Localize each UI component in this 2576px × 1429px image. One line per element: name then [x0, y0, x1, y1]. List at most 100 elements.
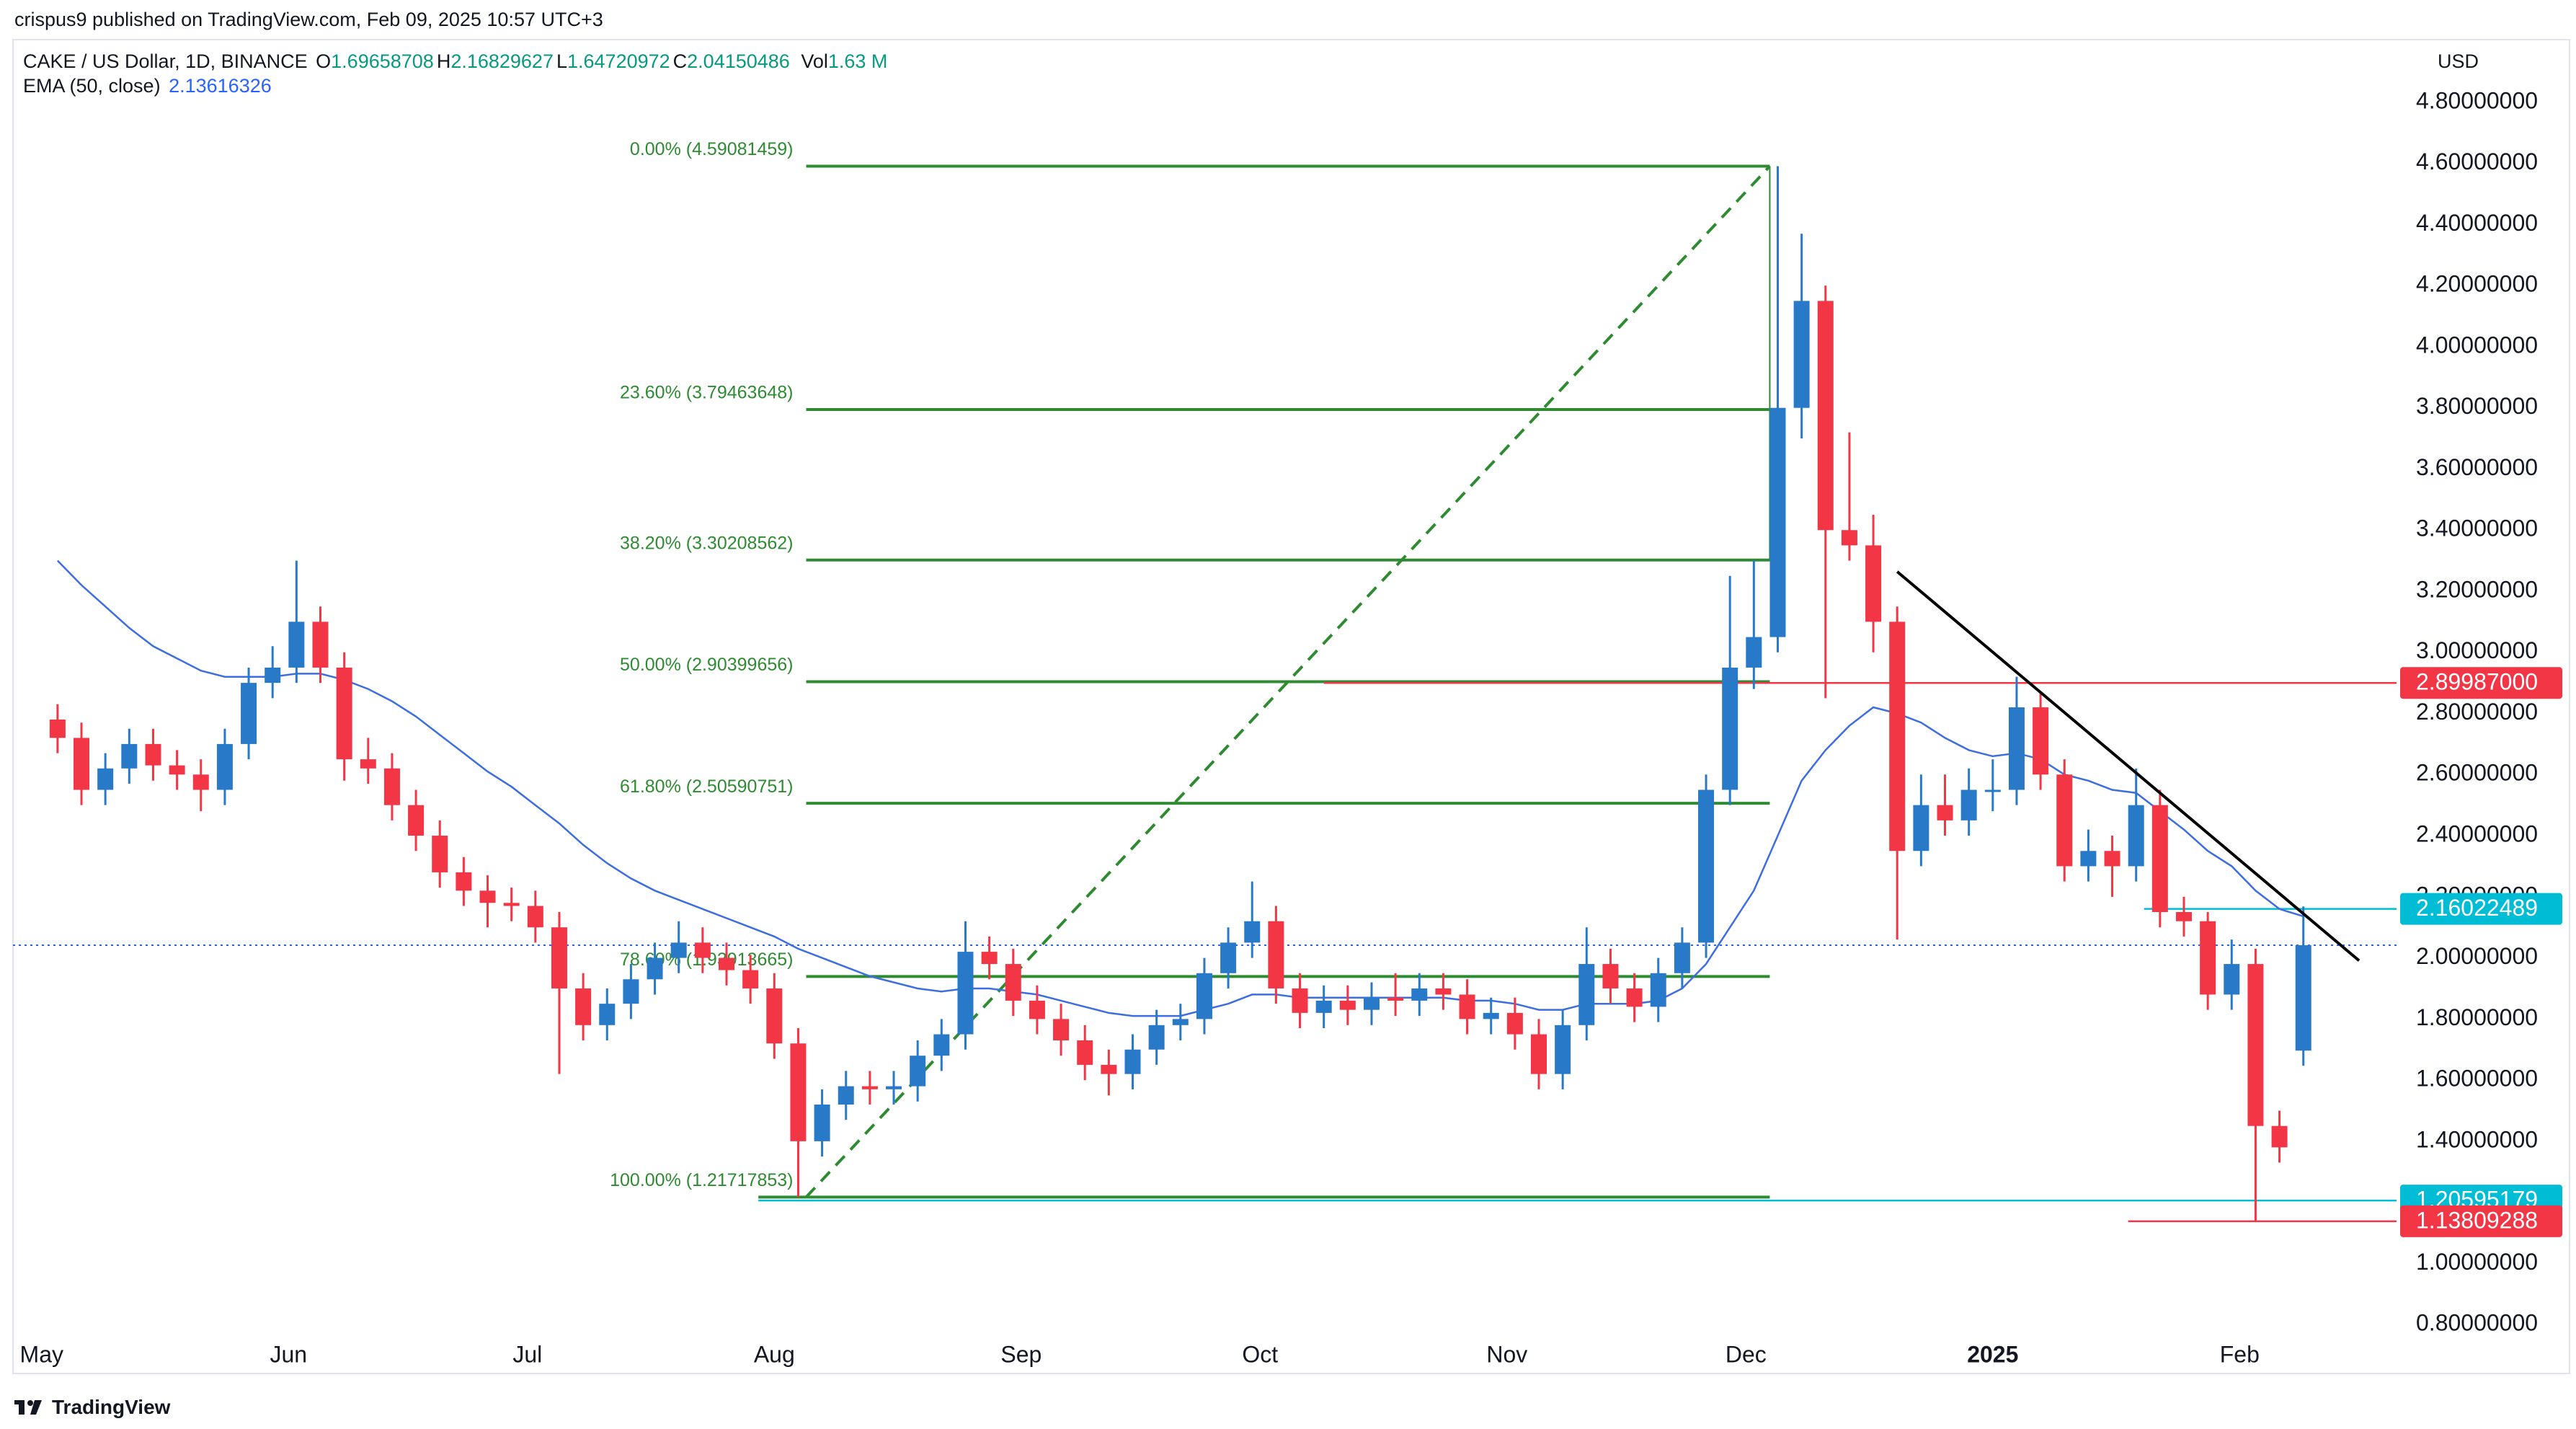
- x-tick-label: Aug: [754, 1341, 795, 1367]
- candle-body: [97, 768, 114, 790]
- x-tick-label: Nov: [1486, 1341, 1527, 1367]
- candle-body: [1937, 805, 1953, 820]
- x-tick-label: Feb: [2220, 1341, 2260, 1367]
- candle-body: [838, 1086, 854, 1105]
- candle-body: [1889, 621, 1906, 851]
- trendline: [1896, 570, 2360, 962]
- y-tick-label: 1.60000000: [2416, 1066, 2538, 1092]
- fib-trend-line: [805, 165, 1771, 1198]
- y-tick-label: 3.60000000: [2416, 454, 2538, 480]
- candle-body: [241, 683, 257, 744]
- candle-body: [1578, 964, 1595, 1025]
- ohlc-values: O1.69658708 H2.16829627 L1.64720972 C2.0415…: [316, 50, 793, 72]
- price-label: 2.89987000: [2416, 669, 2538, 695]
- candle-body: [503, 903, 520, 906]
- candle-body: [408, 805, 425, 836]
- chart-frame: [12, 39, 2570, 1374]
- candle-body: [1315, 1000, 1332, 1013]
- candle-body: [933, 1034, 950, 1056]
- candle-body: [1363, 997, 1380, 1010]
- y-tick-label: 0.80000000: [2416, 1310, 2538, 1336]
- candle-body: [383, 768, 400, 805]
- candle-body: [49, 720, 66, 738]
- candle-body: [670, 942, 687, 958]
- candle-body: [814, 1105, 830, 1141]
- y-tick-label: 4.80000000: [2416, 87, 2538, 113]
- ohlc-label: H: [436, 50, 451, 72]
- candle-body: [599, 1004, 616, 1025]
- ohlc-value: 2.04150486: [687, 50, 790, 72]
- y-tick-label: 3.40000000: [2416, 516, 2538, 541]
- price-label-box: [2400, 667, 2562, 699]
- price-label-box: [2400, 893, 2562, 925]
- y-tick-label: 3.80000000: [2416, 393, 2538, 419]
- candle-body: [1244, 921, 1261, 943]
- candle-body: [790, 1043, 807, 1141]
- y-tick-label: 2.00000000: [2416, 943, 2538, 969]
- candle-body: [1769, 407, 1786, 637]
- price-label: 2.16022489: [2416, 895, 2538, 921]
- candle-body: [336, 667, 352, 760]
- ema-row: EMA (50, close) 2.13616326: [23, 74, 890, 98]
- candle-body: [169, 765, 185, 775]
- candle-body: [742, 970, 759, 988]
- y-tick-label: 2.40000000: [2416, 821, 2538, 847]
- candle-body: [1268, 921, 1284, 988]
- y-tick-label: 3.20000000: [2416, 576, 2538, 602]
- x-tick-label: Jul: [512, 1341, 542, 1367]
- candle-body: [1865, 545, 1882, 622]
- candle-body: [2295, 944, 2311, 1051]
- candle-body: [575, 988, 592, 1025]
- fib-level-label: 50.00% (2.90399656): [620, 655, 793, 675]
- candle-body: [1555, 1025, 1571, 1074]
- fib-level-label: 100.00% (1.21717853): [610, 1170, 793, 1190]
- candle-body: [2224, 964, 2240, 995]
- axis-unit: USD: [2438, 50, 2479, 72]
- candle-body: [456, 872, 472, 891]
- candle-body: [551, 927, 567, 988]
- candle-body: [312, 621, 329, 668]
- y-tick-label: 1.00000000: [2416, 1249, 2538, 1275]
- candle-body: [1411, 988, 1428, 1001]
- candle-body: [647, 957, 663, 980]
- candle-body: [957, 952, 974, 1035]
- candle-body: [2080, 851, 2097, 867]
- ohlc-label: C: [672, 50, 688, 72]
- candle-body: [1101, 1064, 1117, 1074]
- y-tick-label: 4.60000000: [2416, 149, 2538, 174]
- symbol-title: CAKE / US Dollar, 1D, BINANCE: [23, 50, 308, 72]
- candle-body: [2104, 851, 2120, 867]
- candle-body: [1387, 997, 1404, 1001]
- candle-body: [1339, 1000, 1356, 1010]
- volume-label: Vol: [801, 50, 828, 72]
- x-tick-label: Jun: [270, 1341, 308, 1367]
- y-tick-label: 1.80000000: [2416, 1004, 2538, 1030]
- candle-body: [1984, 789, 2001, 792]
- candle-body: [2200, 921, 2216, 995]
- candle-body: [1124, 1049, 1141, 1074]
- candle-body: [1817, 301, 1834, 531]
- candle-body: [1841, 530, 1857, 546]
- x-tick-label: Dec: [1726, 1341, 1767, 1367]
- ema-value: 2.13616326: [169, 75, 272, 97]
- candle-body: [1196, 973, 1212, 1019]
- candle-body: [1531, 1034, 1547, 1074]
- symbol-row: CAKE / US Dollar, 1D, BINANCE O1.6965870…: [23, 49, 890, 74]
- candle-body: [886, 1086, 902, 1089]
- candle-body: [2128, 805, 2144, 867]
- y-tick-label: 2.60000000: [2416, 760, 2538, 786]
- candle-body: [1960, 789, 1977, 820]
- x-tick-label: Oct: [1242, 1341, 1278, 1367]
- candle-body: [1626, 988, 1643, 1007]
- y-tick-label: 2.80000000: [2416, 699, 2538, 725]
- candle-body: [1602, 964, 1619, 988]
- candle-body: [192, 774, 209, 790]
- fib-level-label: 0.00% (4.59081459): [630, 139, 794, 159]
- legend: CAKE / US Dollar, 1D, BINANCE O1.6965870…: [23, 49, 890, 98]
- footer-logo: TradingView: [14, 1396, 170, 1419]
- logo-text: TradingView: [52, 1396, 171, 1418]
- y-tick-label: 4.20000000: [2416, 271, 2538, 297]
- candle-body: [719, 957, 735, 970]
- candle-body: [766, 988, 783, 1044]
